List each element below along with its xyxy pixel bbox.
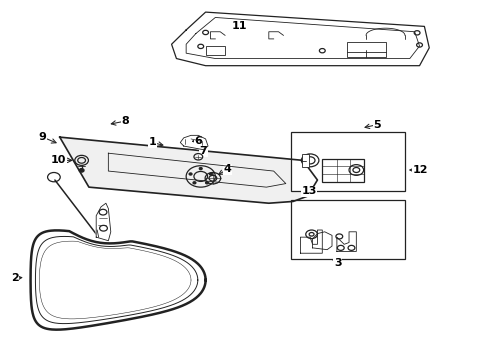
Text: 7: 7 xyxy=(199,147,206,157)
Circle shape xyxy=(189,173,192,175)
Text: 9: 9 xyxy=(39,132,46,142)
Bar xyxy=(301,154,308,167)
Circle shape xyxy=(79,168,84,172)
Text: 1: 1 xyxy=(148,138,156,148)
Polygon shape xyxy=(96,203,111,241)
Text: 6: 6 xyxy=(194,136,202,146)
Bar xyxy=(290,132,404,191)
Text: 4: 4 xyxy=(223,164,231,174)
Bar xyxy=(322,158,363,182)
Text: 5: 5 xyxy=(373,120,380,130)
Polygon shape xyxy=(171,12,428,66)
Polygon shape xyxy=(60,137,317,203)
Bar xyxy=(205,46,224,55)
Polygon shape xyxy=(312,232,331,249)
Circle shape xyxy=(209,173,212,175)
Text: 13: 13 xyxy=(301,186,316,197)
Polygon shape xyxy=(300,230,322,253)
Text: 3: 3 xyxy=(333,258,341,268)
Polygon shape xyxy=(336,232,356,251)
Text: 11: 11 xyxy=(231,21,247,31)
Text: 2: 2 xyxy=(11,273,19,283)
Text: 12: 12 xyxy=(412,165,427,175)
Polygon shape xyxy=(180,135,207,150)
Polygon shape xyxy=(31,230,205,330)
Text: 10: 10 xyxy=(51,156,66,165)
Circle shape xyxy=(199,167,202,170)
Circle shape xyxy=(205,182,208,184)
Text: 8: 8 xyxy=(121,116,129,126)
Bar xyxy=(290,200,404,258)
Circle shape xyxy=(193,182,196,184)
Bar xyxy=(346,42,385,57)
